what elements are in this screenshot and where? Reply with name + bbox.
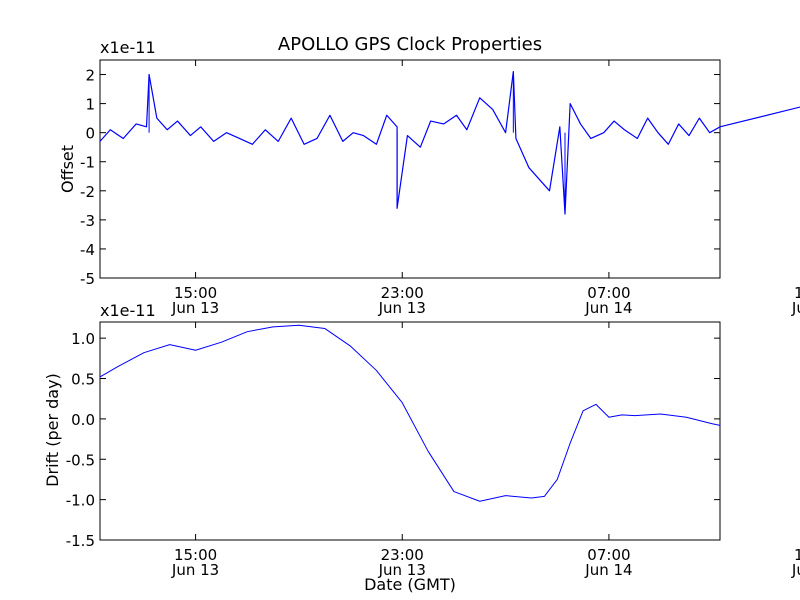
drift-xtick-date-label: Jun 14	[584, 561, 632, 579]
offset-xtick-time-label: 15:00	[794, 284, 800, 302]
offset-xtick-time-label: 23:00	[381, 284, 424, 302]
drift-xtick-date-label: Jun 13	[171, 561, 219, 579]
offset-ytick-label: 1	[85, 96, 95, 114]
drift-ytick-label: 0.5	[71, 371, 95, 389]
drift-ytick-label: 0.0	[71, 411, 95, 429]
offset-scale-label: x1e-11	[100, 38, 156, 57]
offset-xtick-date-label: Jun 13	[171, 299, 219, 317]
offset-series-line	[99, 71, 800, 215]
drift-ytick-label: -1.0	[66, 492, 95, 510]
offset-ytick-label: 0	[85, 125, 95, 143]
offset-ytick-label: -5	[80, 270, 95, 288]
offset-ytick-label: -2	[80, 183, 95, 201]
offset-ytick-label: -4	[80, 241, 95, 259]
drift-ytick-label: -0.5	[66, 451, 95, 469]
drift-xtick-time-label: 07:00	[587, 546, 630, 564]
drift-ytick-label: -1.5	[66, 532, 95, 550]
chart-title: APOLLO GPS Clock Properties	[278, 34, 542, 55]
x-axis-label: Date (GMT)	[364, 575, 456, 594]
drift-xtick-date-label: Jun 14	[791, 561, 800, 579]
offset-xtick-time-label: 07:00	[587, 284, 630, 302]
offset-ytick-label: -3	[80, 212, 95, 230]
drift-xtick-date-label: Jun 13	[378, 561, 426, 579]
offset-xtick-date-label: Jun 14	[791, 299, 800, 317]
drift-xtick-time-label: 23:00	[381, 546, 424, 564]
offset-xtick-date-label: Jun 14	[584, 299, 632, 317]
offset-xtick-date-label: Jun 13	[378, 299, 426, 317]
offset-xtick-time-label: 15:00	[174, 284, 217, 302]
offset-ytick-label: -1	[80, 154, 95, 172]
offset-ylabel: Offset	[58, 145, 77, 193]
drift-xtick-time-label: 15:00	[794, 546, 800, 564]
drift-series-line	[99, 324, 721, 502]
drift-plot-frame	[99, 321, 721, 541]
offset-ytick-label: 2	[85, 67, 95, 85]
drift-xtick-time-label: 15:00	[174, 546, 217, 564]
offset-plot-frame	[99, 59, 721, 279]
drift-ytick-label: 1.0	[71, 330, 95, 348]
drift-ylabel: Drift (per day)	[43, 373, 62, 487]
drift-plot: x1e-11 Drift (per day) 1.0 0.5 0.0 -0.5 -1.0…	[43, 301, 800, 579]
drift-scale-label: x1e-11	[100, 301, 156, 320]
